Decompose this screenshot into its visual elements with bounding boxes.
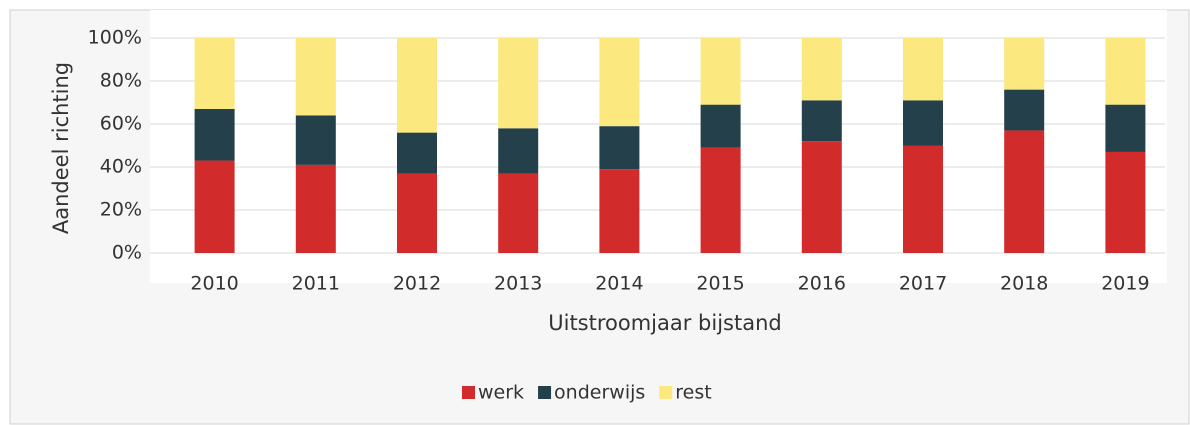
legend-swatch bbox=[659, 386, 673, 399]
bar-segment bbox=[498, 38, 539, 129]
x-tick-label: 2012 bbox=[393, 273, 441, 295]
y-axis-label: Aandeel richting bbox=[49, 62, 73, 234]
y-tick-label: 80% bbox=[100, 70, 142, 92]
legend-label: onderwijs bbox=[554, 382, 645, 404]
bar-segment bbox=[801, 100, 842, 142]
bar-segment bbox=[194, 160, 235, 253]
bar-segment bbox=[498, 128, 539, 174]
x-tick-label: 2018 bbox=[1000, 273, 1048, 295]
bar-segment bbox=[1004, 130, 1045, 253]
bar-segment bbox=[599, 38, 640, 127]
bar-segment bbox=[903, 145, 943, 253]
y-tick-label: 0% bbox=[112, 242, 142, 264]
bar-segment bbox=[1105, 104, 1146, 152]
bar-segment bbox=[801, 38, 842, 101]
legend-label: werk bbox=[478, 382, 524, 404]
legend-swatch bbox=[538, 386, 552, 399]
bar-segment bbox=[1105, 38, 1146, 105]
bar-segment bbox=[599, 126, 640, 170]
x-tick-label: 2017 bbox=[899, 273, 947, 295]
y-tick-label: 100% bbox=[88, 27, 142, 49]
bar-segment bbox=[397, 173, 437, 253]
bar-segment bbox=[700, 38, 741, 105]
bar-segment bbox=[801, 141, 842, 253]
bar-segment bbox=[295, 164, 336, 253]
bar-segment bbox=[1105, 151, 1146, 253]
bar-segment bbox=[397, 38, 437, 133]
bar-segment bbox=[903, 100, 943, 146]
x-tick-label: 2016 bbox=[798, 273, 846, 295]
bar-segment bbox=[194, 38, 235, 109]
legend-swatch bbox=[462, 386, 475, 399]
bar-segment bbox=[1004, 38, 1045, 90]
bar-segment bbox=[700, 147, 741, 253]
bar-segment bbox=[295, 38, 336, 116]
x-tick-label: 2010 bbox=[190, 273, 238, 295]
x-tick-label: 2014 bbox=[595, 273, 643, 295]
x-axis-label: Uitstroomjaar bijstand bbox=[548, 311, 782, 335]
bar-segment bbox=[700, 104, 741, 148]
bar-segment bbox=[599, 169, 640, 253]
bar-segment bbox=[194, 108, 235, 161]
bar-segment bbox=[295, 115, 336, 165]
bar-segment bbox=[903, 38, 943, 101]
y-tick-label: 40% bbox=[100, 156, 142, 178]
y-tick-label: 60% bbox=[100, 113, 142, 135]
x-tick-label: 2015 bbox=[696, 273, 744, 295]
x-tick-label: 2011 bbox=[292, 273, 340, 295]
bar-segment bbox=[498, 173, 539, 253]
bar-segment bbox=[397, 132, 437, 174]
x-tick-label: 2013 bbox=[494, 273, 542, 295]
legend-label: rest bbox=[675, 382, 711, 404]
bar-segment bbox=[1004, 89, 1045, 131]
x-tick-label: 2019 bbox=[1101, 273, 1149, 295]
y-tick-label: 20% bbox=[100, 199, 142, 221]
